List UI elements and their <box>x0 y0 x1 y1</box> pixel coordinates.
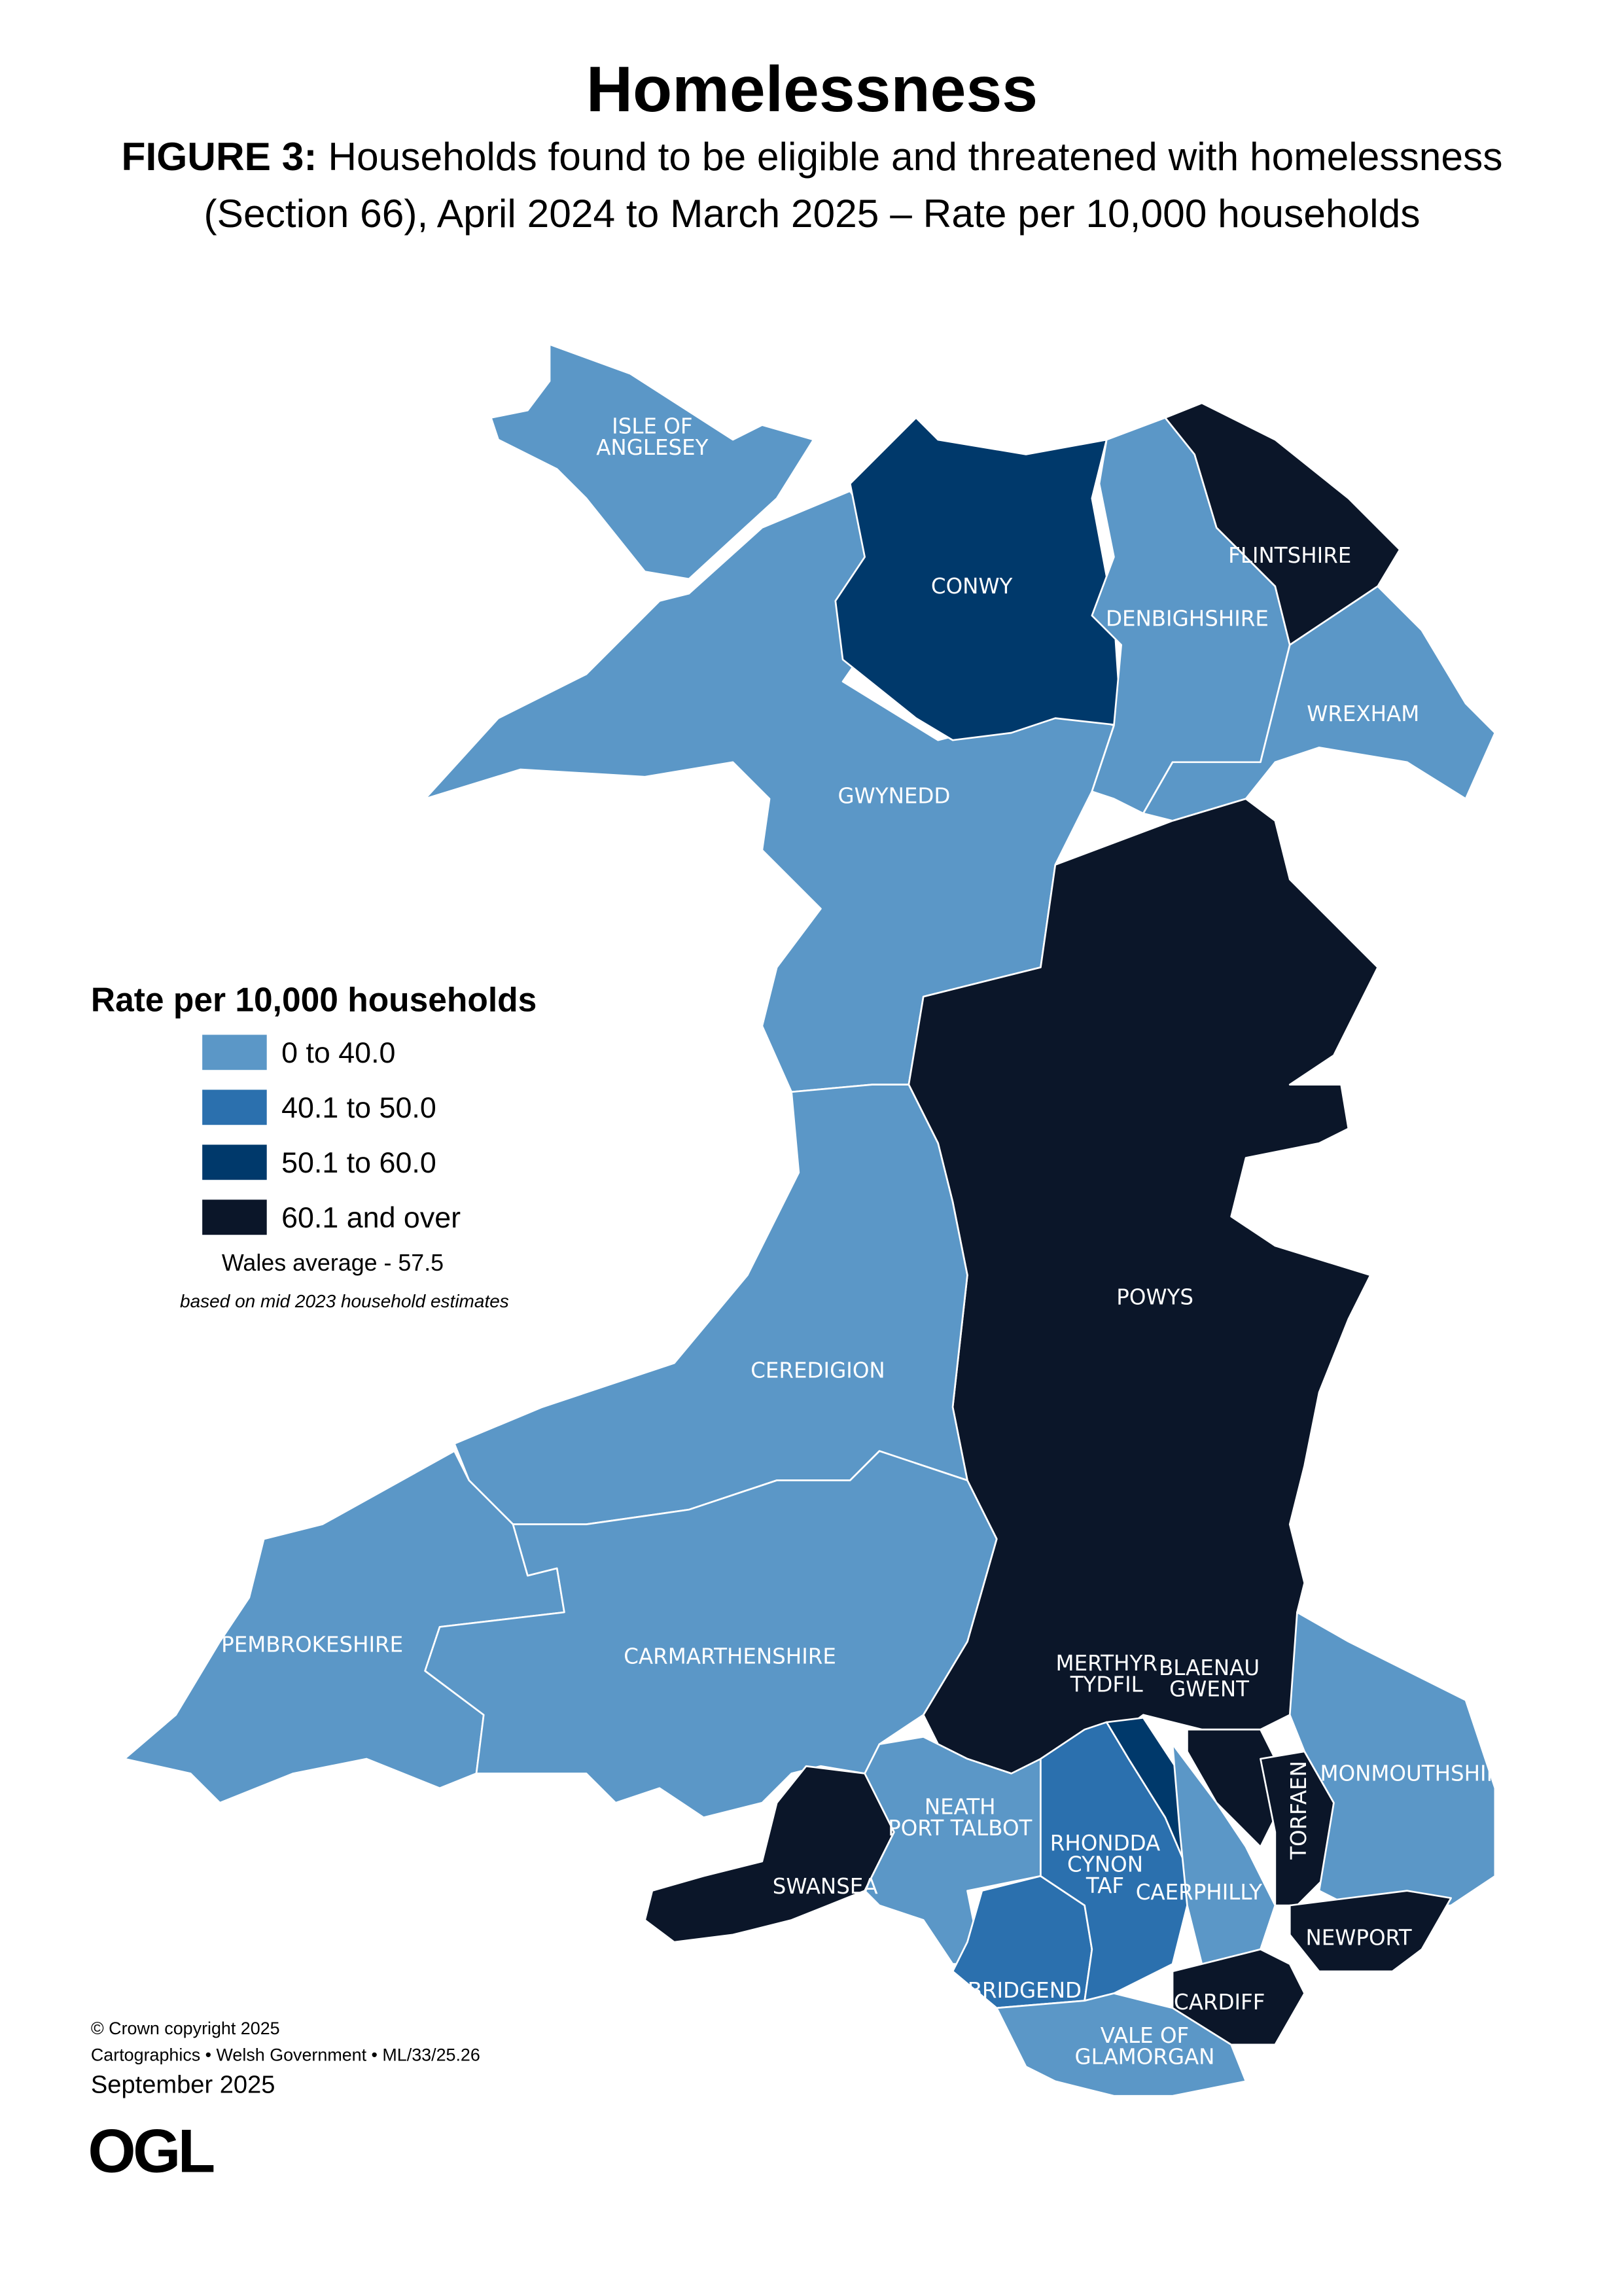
region-label-line: CAERPHILLY <box>1136 1880 1262 1905</box>
region-label: SWANSEA <box>773 1874 878 1899</box>
region-label: PEMBROKESHIRE <box>221 1633 403 1657</box>
legend: 0 to 40.0 40.1 to 50.0 50.1 to 60.0 60.1 an… <box>202 1034 461 1235</box>
region-label-line: VALE OF <box>1101 2023 1190 2048</box>
legend-label: 0 to 40.0 <box>281 1036 395 1069</box>
region-label-line: CYNON <box>1067 1852 1143 1877</box>
region-label-line: ISLE OF <box>612 414 692 438</box>
legend-label: 40.1 to 50.0 <box>281 1091 436 1124</box>
region-label-line: GLAMORGAN <box>1074 2045 1214 2070</box>
region <box>1186 1728 1277 1848</box>
region-label: FLINTSHIRE <box>1228 543 1351 568</box>
region-label-line: CONWY <box>931 574 1013 599</box>
region-label: MONMOUTHSHIRE <box>1320 1761 1515 1786</box>
region-label-line: POWYS <box>1116 1285 1193 1310</box>
region-label-line: NEWPORT <box>1305 1926 1411 1951</box>
region-label: CARMARTHENSHIRE <box>624 1644 836 1669</box>
region-label-line: RHONDDA <box>1050 1831 1160 1856</box>
region <box>1142 585 1496 822</box>
credit: Cartographics • Welsh Government • ML/33… <box>91 2045 480 2064</box>
region-label-line: TYDFIL <box>1070 1672 1143 1697</box>
region-label-line: ANGLESEY <box>596 435 708 460</box>
region-label: BLAENAU GWENT <box>1159 1655 1260 1701</box>
region-label-line: TAF <box>1086 1873 1124 1898</box>
region-label: VALE OF GLAMORGAN <box>1074 2023 1214 2069</box>
region-label-line: MERTHYR <box>1056 1651 1157 1676</box>
region-label-line: MONMOUTHSHIRE <box>1320 1761 1515 1786</box>
logo: OGL <box>88 2117 213 2185</box>
region-label: CARDIFF <box>1174 1990 1265 2015</box>
region-label: WREXHAM <box>1307 701 1419 726</box>
date: September 2025 <box>91 2072 275 2099</box>
region-label-line: WREXHAM <box>1307 701 1419 726</box>
region-label: BRIDGEND <box>968 1978 1082 2003</box>
region-label: TORFAEN <box>1286 1761 1311 1860</box>
subtitle-line: (Section 66), April 2024 to March 2025 –… <box>204 191 1421 236</box>
region-label: CONWY <box>931 574 1013 599</box>
region-label: NEATH PORT TALBOT <box>888 1795 1032 1841</box>
legend-average: Wales average - 57.5 <box>222 1250 444 1276</box>
region-label-line: CEREDIGION <box>750 1358 885 1383</box>
region-label-line: NEATH <box>925 1795 996 1820</box>
region-label-line: TORFAEN <box>1286 1761 1311 1860</box>
legend-swatch <box>202 1144 267 1180</box>
legend-label: 50.1 to 60.0 <box>281 1146 436 1179</box>
region-labels: ISLE OF ANGLESEY GWYNEDD CONWY DENBIGHSHIRE F… <box>221 414 1515 2069</box>
subtitle: FIGURE 3: Households found to be eligibl… <box>122 134 1503 179</box>
region <box>995 1992 1247 2097</box>
region <box>1288 1890 1452 1973</box>
region-label-line: PEMBROKESHIRE <box>221 1633 403 1657</box>
legend-title: Rate per 10,000 households <box>91 981 537 1019</box>
regions <box>124 344 1496 2097</box>
region-label: CEREDIGION <box>750 1358 885 1383</box>
legend-label: 60.1 and over <box>281 1201 461 1234</box>
region-label-line: BRIDGEND <box>968 1978 1082 2003</box>
region-label-line: FLINTSHIRE <box>1228 543 1351 568</box>
copyright: © Crown copyright 2025 <box>91 2019 280 2038</box>
region-label-line: BLAENAU <box>1159 1655 1260 1680</box>
region-label-line: GWYNEDD <box>838 784 950 809</box>
region-label-line: SWANSEA <box>773 1874 878 1899</box>
region-label: POWYS <box>1116 1285 1193 1310</box>
title: Homelessness <box>586 53 1038 125</box>
region-label-line: CARMARTHENSHIRE <box>624 1644 836 1669</box>
region-label: ISLE OF ANGLESEY <box>596 414 708 459</box>
region-label: DENBIGHSHIRE <box>1106 606 1269 631</box>
region-label-line: CARDIFF <box>1174 1990 1265 2015</box>
region-label: MERTHYR TYDFIL <box>1056 1651 1157 1697</box>
region-label-line: GWENT <box>1169 1676 1249 1701</box>
region <box>490 344 815 580</box>
legend-swatch <box>202 1089 267 1125</box>
region <box>834 417 1122 741</box>
subtitle-label: FIGURE 3: <box>122 134 317 179</box>
subtitle-line: Households found to be eligible and thre… <box>328 134 1502 179</box>
region-label: CAERPHILLY <box>1136 1880 1262 1905</box>
region-label: NEWPORT <box>1305 1926 1411 1951</box>
legend-note: based on mid 2023 household estimates <box>180 1291 509 1311</box>
legend-swatch <box>202 1034 267 1070</box>
region <box>424 1450 998 1818</box>
region-label: RHONDDA CYNON TAF <box>1050 1831 1160 1898</box>
legend-swatch <box>202 1199 267 1235</box>
region-label-line: PORT TALBOT <box>888 1816 1032 1841</box>
region-label: GWYNEDD <box>838 784 950 809</box>
region-label-line: DENBIGHSHIRE <box>1106 606 1269 631</box>
